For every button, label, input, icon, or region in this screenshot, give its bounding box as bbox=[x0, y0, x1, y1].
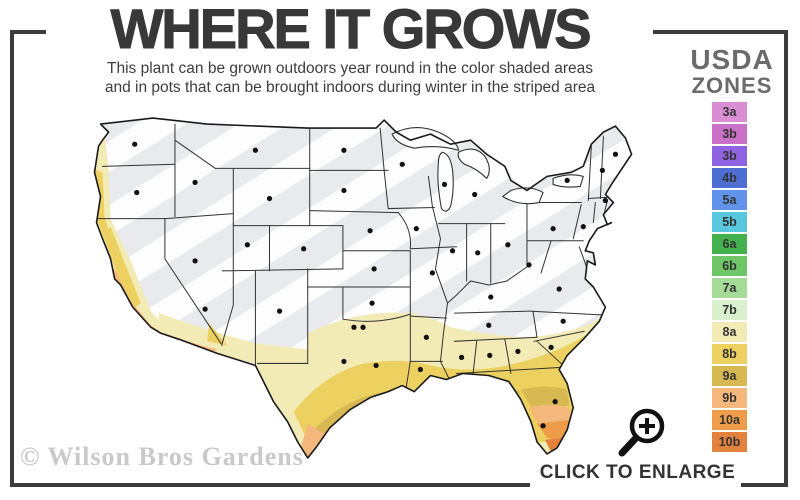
zone-chip-8b: 8b bbox=[712, 344, 747, 364]
zone-chip-4b: 4b bbox=[712, 168, 747, 188]
great-lakes bbox=[391, 127, 584, 212]
zone-chip-7b: 7b bbox=[712, 300, 747, 320]
watermark: © Wilson Bros Gardens bbox=[20, 442, 304, 471]
frame-top-right-segment bbox=[653, 30, 788, 34]
legend-title: USDA ZONES bbox=[676, 46, 788, 98]
us-zone-map bbox=[55, 110, 661, 462]
zone-chip-3a: 3a bbox=[712, 102, 747, 122]
frame-right-border bbox=[784, 30, 788, 487]
country-outline bbox=[93, 117, 633, 459]
frame-bottom-right-segment bbox=[741, 483, 788, 487]
zone-chip-3b: 3b bbox=[712, 124, 747, 144]
subtitle: This plant can be grown outdoors year ro… bbox=[40, 59, 660, 97]
subtitle-line-2: and in pots that can be brought indoors … bbox=[104, 79, 596, 96]
legend-title-zones: ZONES bbox=[691, 73, 773, 98]
zone-chip-9b: 9b bbox=[712, 388, 747, 408]
click-to-enlarge-label: CLICK TO ENLARGE bbox=[539, 462, 736, 483]
frame-bottom-left-segment bbox=[10, 483, 530, 487]
us-zone-map-svg bbox=[93, 117, 633, 459]
state-borders bbox=[96, 123, 620, 401]
zone-legend: 3a 3b 3b 4b 5a 5b 6a 6b 7a 7b 8a 8b 9a 9… bbox=[712, 102, 747, 454]
frame-top-left-segment bbox=[10, 30, 46, 34]
click-to-enlarge-button[interactable]: CLICK TO ENLARGE bbox=[535, 402, 740, 486]
zone-chip-5a: 5a bbox=[712, 190, 747, 210]
zone-chip-9a: 9a bbox=[712, 366, 747, 386]
zone-chip-6b: 6b bbox=[712, 256, 747, 276]
city-dots bbox=[132, 141, 619, 429]
legend-title-usda: USDA bbox=[690, 44, 774, 75]
zone-chip-3b-2: 3b bbox=[712, 146, 747, 166]
zone-chip-5b: 5b bbox=[712, 212, 747, 232]
zone-chip-8a: 8a bbox=[712, 322, 747, 342]
zone-chip-7a: 7a bbox=[712, 278, 747, 298]
page-title: WHERE IT GROWS bbox=[110, 0, 592, 60]
zone-chip-6a: 6a bbox=[712, 234, 747, 254]
zone-chip-10a: 10a bbox=[712, 410, 747, 430]
frame-left-border bbox=[10, 30, 14, 487]
magnifier-zoom-icon bbox=[613, 404, 671, 465]
subtitle-line-1: This plant can be grown outdoors year ro… bbox=[107, 60, 593, 77]
zone-chip-10b: 10b bbox=[712, 432, 747, 452]
